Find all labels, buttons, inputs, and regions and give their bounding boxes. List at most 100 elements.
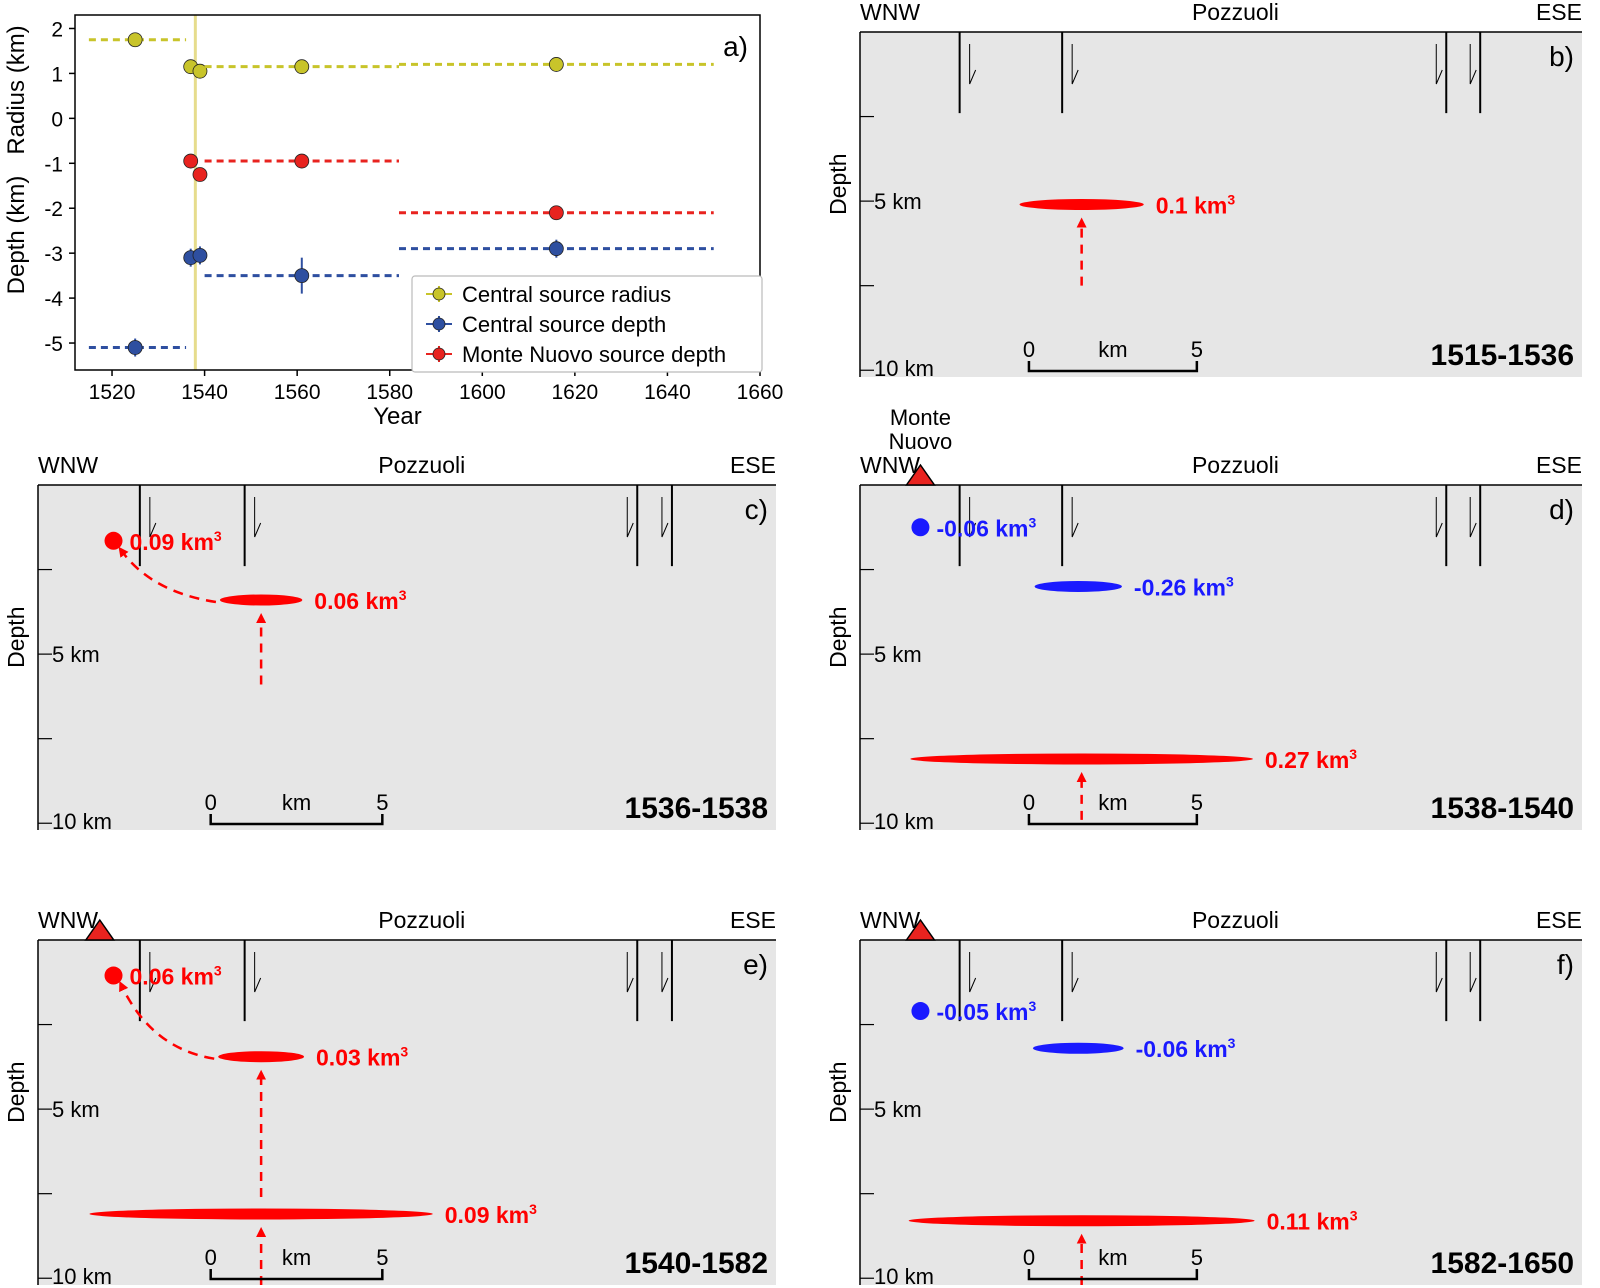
volume-label: 0.09 km3 — [130, 528, 222, 555]
monte-nuovo-vent-icon — [84, 918, 116, 941]
volume-value: 0.11 km — [1267, 1209, 1350, 1235]
fault-slip-arrow — [254, 497, 262, 538]
scale-bar-five: 5 — [1191, 790, 1203, 815]
scale-bar-zero: 0 — [1023, 1245, 1035, 1270]
monte-nuovo-vent-icon — [905, 918, 936, 941]
y-tick-label: -4 — [44, 288, 63, 311]
section-background — [38, 485, 776, 830]
west-label: WNW — [860, 907, 920, 933]
panel-label: d) — [1549, 494, 1574, 525]
y-axis-label-depth: Depth (km) — [3, 176, 30, 295]
fault-slip-arrow — [1469, 952, 1477, 993]
x-tick-label: 1580 — [366, 381, 413, 404]
y-axis-label-radius: Radius (km) — [3, 25, 30, 154]
volume-value: 0.1 km — [1156, 193, 1228, 219]
scale-bar-five: 5 — [1191, 337, 1203, 362]
west-label: WNW — [38, 907, 98, 933]
legend-entry: Central source depth — [462, 312, 666, 337]
volume-superscript: 3 — [1227, 192, 1235, 208]
period-label: 1538-1540 — [1431, 792, 1574, 825]
fault-slip-arrow — [1435, 44, 1443, 85]
fault-slip-arrow — [969, 497, 977, 538]
depth-10km-label: 10 km — [874, 356, 934, 381]
point-source-inflation — [104, 531, 123, 550]
scale-bar-unit: km — [282, 790, 311, 815]
volume-superscript: 3 — [214, 963, 222, 979]
depth-axis-label: Depth — [825, 1062, 851, 1123]
scale-bar-unit: km — [1098, 790, 1127, 815]
volume-superscript: 3 — [1350, 1208, 1358, 1224]
scale-bar-unit: km — [1098, 1245, 1127, 1270]
magma-transfer-arrow — [119, 980, 215, 1060]
scale-bar — [209, 814, 384, 826]
data-point-radius — [192, 63, 208, 79]
depth-10km-label: 10 km — [52, 1264, 112, 1288]
panel-label: e) — [743, 949, 768, 980]
data-point-central_depth — [127, 340, 143, 355]
point-source-inflation — [104, 966, 123, 985]
scale-bar — [209, 1269, 384, 1281]
volume-label: -0.26 km3 — [1134, 573, 1234, 600]
legend-entry: Monte Nuovo source depth — [462, 342, 726, 367]
legend-swatch-marker — [432, 347, 446, 361]
volume-label: 0.27 km3 — [1265, 746, 1357, 773]
x-tick-label: 1660 — [737, 381, 784, 404]
pozzuoli-label: Pozzuoli — [1192, 907, 1279, 933]
panel-label: f) — [1557, 949, 1574, 980]
vent-label: Monte — [890, 405, 951, 430]
volume-value: 0.06 km — [314, 588, 398, 614]
volume-value: 0.09 km — [130, 529, 214, 555]
legend-entry: Central source radius — [462, 282, 671, 307]
volume-label: -0.05 km3 — [936, 998, 1036, 1025]
data-point-central_depth — [192, 248, 208, 263]
x-tick-label: 1520 — [89, 381, 136, 404]
y-tick-label: 0 — [51, 108, 63, 131]
legend-swatch-marker — [432, 317, 446, 331]
sill-source-inflation — [1019, 199, 1144, 210]
volume-label: 0.06 km3 — [130, 963, 222, 990]
sill-source-inflation — [219, 594, 303, 606]
chart-panel-a: 1520 1540 1560 1580 1600 1620 1640 1660 2 1 0 -1 -2 -… — [3, 14, 784, 430]
y-tick-label: -1 — [44, 153, 63, 176]
volume-label: 0.1 km3 — [1156, 192, 1236, 219]
data-point-radius — [294, 59, 310, 75]
scale-bar — [1027, 1269, 1199, 1281]
period-label: 1536-1538 — [625, 792, 768, 825]
volume-label: -0.06 km3 — [936, 514, 1036, 541]
depth-axis-label: Depth — [3, 1062, 29, 1123]
panel-label: b) — [1549, 41, 1574, 72]
fault-slip-arrow — [969, 952, 977, 993]
east-label: ESE — [1536, 452, 1582, 478]
fault-slip-arrow — [1435, 952, 1443, 993]
fault-slip-arrow — [1435, 497, 1443, 538]
scale-bar-zero: 0 — [1023, 790, 1035, 815]
fault-slip-arrow — [661, 497, 669, 538]
data-point-monte_nuovo — [294, 153, 310, 169]
fault-slip-arrow — [969, 44, 977, 85]
fault-slip-arrow — [1469, 44, 1477, 85]
point-source-deflation — [911, 518, 930, 537]
volume-label: 0.11 km3 — [1267, 1208, 1358, 1235]
depth-5km-label: 5 km — [874, 189, 922, 214]
volume-superscript: 3 — [400, 1044, 408, 1060]
scale-bar-zero: 0 — [1023, 337, 1035, 362]
depth-5km-label: 5 km — [52, 1097, 100, 1122]
section-background — [860, 32, 1582, 377]
fault-slip-arrow — [1071, 952, 1079, 993]
y-tick-label: -2 — [44, 198, 63, 221]
period-label: 1540-1582 — [625, 1247, 768, 1280]
pozzuoli-label: Pozzuoli — [378, 907, 465, 933]
volume-value: -0.26 km — [1134, 574, 1226, 600]
volume-label: 0.06 km3 — [314, 587, 406, 614]
volume-value: 0.06 km — [130, 964, 214, 990]
scale-bar — [1027, 361, 1199, 373]
volume-value: 0.03 km — [316, 1045, 400, 1071]
panel-label: c) — [745, 494, 768, 525]
data-point-central_depth — [548, 241, 564, 257]
legend-box — [411, 275, 763, 373]
depth-axis-label: Depth — [3, 607, 29, 668]
x-tick-label: 1640 — [644, 381, 691, 404]
depth-5km-label: 5 km — [52, 642, 100, 667]
data-point-monte_nuovo — [192, 167, 208, 182]
